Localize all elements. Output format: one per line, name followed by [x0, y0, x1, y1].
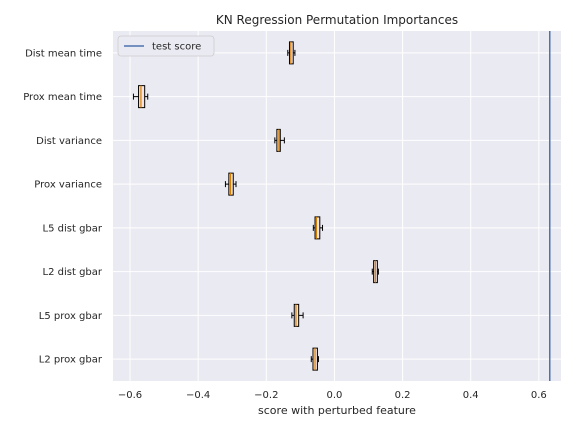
y-tick-label: L5 dist gbar	[43, 223, 103, 234]
y-tick-label: Dist mean time	[25, 48, 102, 59]
y-tick-label: Dist variance	[36, 136, 102, 147]
boxplot-l5-dist-gbar	[312, 216, 324, 240]
legend-label-test-score: test score	[152, 42, 201, 53]
boxplot-l2-prox-gbar	[310, 347, 319, 371]
boxplots	[132, 41, 379, 371]
y-tick-labels: Dist mean time Prox mean time Dist varianc…	[23, 48, 103, 365]
y-tick-label: L2 prox gbar	[39, 355, 103, 366]
x-tick-label: −0.6	[118, 390, 142, 401]
x-tick-label: −0.4	[186, 390, 210, 401]
boxplot-l2-dist-gbar	[371, 260, 379, 284]
x-tick-label: 0.2	[395, 390, 411, 401]
legend-box	[117, 35, 215, 57]
chart-title: KN Regression Permutation Importances	[216, 13, 458, 27]
y-tick-label: L2 dist gbar	[43, 267, 103, 278]
boxplot-l5-prox-gbar	[291, 303, 304, 327]
x-tick-label: 0.4	[463, 390, 479, 401]
x-tick-label: 0.0	[326, 390, 342, 401]
x-tick-label: −0.2	[254, 390, 278, 401]
box	[314, 216, 321, 240]
box	[138, 85, 146, 109]
boxplot-prox-variance	[224, 172, 237, 196]
legend: test score	[117, 35, 215, 57]
grid-lines	[113, 31, 561, 381]
y-tick-label: Prox mean time	[23, 92, 102, 103]
boxplot-dist-variance	[274, 128, 285, 152]
x-tick-labels: −0.6 −0.4 −0.2 0.0 0.2 0.4 0.6	[118, 390, 547, 401]
plot-area	[113, 31, 561, 381]
y-tick-label: L5 prox gbar	[39, 311, 103, 322]
x-tick-label: 0.6	[531, 390, 547, 401]
boxplot-dist-mean-time	[287, 41, 296, 65]
x-axis-label: score with perturbed feature	[258, 404, 416, 417]
y-tick-label: Prox variance	[34, 180, 102, 191]
boxplot-prox-mean-time	[132, 85, 149, 109]
